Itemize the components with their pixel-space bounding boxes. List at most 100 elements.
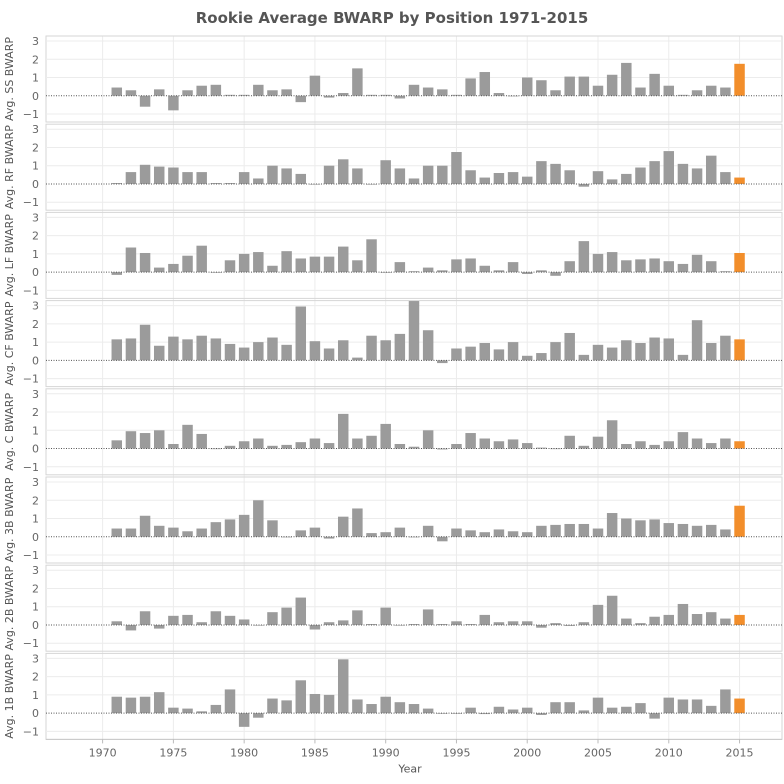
bar-3b-1984 [295, 530, 307, 537]
bar-cf-1972 [125, 338, 137, 361]
y-axis-label: Avg. C BWARP [3, 393, 16, 471]
bar-ss-1997 [479, 72, 491, 96]
y-tick-label: 1 [32, 601, 39, 614]
y-tick-label: 2 [32, 671, 39, 684]
bar-lf-2010 [663, 261, 675, 273]
bar-ss-2001 [536, 80, 547, 96]
bar-1b-1979 [224, 689, 236, 714]
bar-3b-1975 [168, 527, 179, 537]
bar-1b-1975 [168, 707, 179, 714]
x-tick-label: 1985 [301, 746, 329, 759]
bar-ss-1996 [465, 78, 476, 96]
bar-1b-1980 [238, 713, 250, 727]
bar-2b-2009 [649, 616, 660, 625]
bar-1b-1998 [493, 706, 505, 714]
bar-2b-1997 [479, 614, 491, 625]
bar-rf-1972 [125, 172, 137, 184]
y-axis-label: Avg. RF BWARP [3, 125, 16, 209]
bar-3b-2011 [677, 523, 689, 537]
bar-c-1990 [380, 423, 391, 449]
bar-ss-1981 [253, 84, 264, 96]
bar-cf-1973 [139, 324, 151, 361]
y-tick-label: −1 [23, 461, 39, 474]
bar-ss-2008 [635, 87, 646, 96]
panel-frame [45, 388, 783, 476]
y-tick-label: 2 [32, 230, 39, 243]
bar-ss-1991 [394, 95, 406, 99]
bar-cf-2012 [691, 320, 703, 361]
bar-3b-1982 [267, 520, 278, 537]
bar-lf-2001 [536, 270, 547, 273]
bar-cf-2001 [536, 353, 547, 361]
bar-c-2010 [663, 441, 675, 449]
bar-2b-2007 [621, 618, 632, 625]
bar-2b-2003 [564, 624, 575, 626]
bar-cf-1998 [493, 349, 505, 361]
bar-lf-1997 [479, 265, 491, 273]
bar-1b-1977 [196, 711, 207, 714]
panel-1b: −1 0 1 2 3 Avg. 1B BWARP [3, 652, 783, 740]
panel-3b: −1 0 1 2 3 Avg. 3B BWARP [3, 476, 783, 564]
bar-1b-2000 [521, 707, 533, 714]
bar-c-1975 [168, 443, 179, 449]
bar-rf-1990 [380, 160, 391, 184]
bar-ss-1974 [153, 89, 165, 96]
bar-c-1972 [125, 431, 137, 449]
bar-c-1994 [437, 448, 448, 450]
bar-1b-2011 [677, 699, 689, 714]
bar-2b-2002 [550, 623, 561, 625]
y-tick-label: 3 [32, 652, 39, 665]
bar-c-1985 [309, 438, 321, 449]
bar-lf-1978 [210, 272, 222, 273]
bar-cf-2006 [606, 347, 618, 361]
bar-cf-2011 [677, 354, 689, 361]
bar-3b-1987 [337, 516, 349, 537]
bar-3b-1977 [196, 528, 207, 537]
bar-3b-1980 [238, 514, 250, 537]
y-tick-label: −1 [23, 373, 39, 386]
bar-1b-2005 [592, 697, 604, 714]
bar-3b-2010 [663, 523, 675, 537]
bar-lf-1993 [422, 267, 434, 273]
bar-ss-2014 [720, 87, 731, 96]
bar-rf-2003 [564, 170, 575, 184]
bar-lf-1984 [295, 258, 307, 273]
bar-3b-1993 [422, 525, 434, 537]
bar-rf-2007 [621, 173, 632, 184]
bar-lf-1981 [253, 252, 264, 273]
bar-c-2008 [635, 441, 646, 449]
bar-2b-1985 [309, 624, 321, 630]
bar-1b-2012 [691, 699, 703, 714]
bar-2b-1975 [168, 615, 179, 625]
bar-rf-1986 [323, 165, 335, 184]
bar-3b-1972 [125, 528, 137, 537]
bar-1b-1997 [479, 713, 491, 715]
y-tick-label: 2 [32, 53, 39, 66]
bar-ss-1979 [224, 94, 236, 96]
x-tick-label: 2015 [726, 746, 754, 759]
bar-ss-1998 [493, 93, 505, 96]
bar-2b-2014 [720, 618, 731, 625]
bar-c-1973 [139, 433, 151, 449]
bar-3b-1981 [253, 500, 264, 537]
x-tick-label: 1990 [372, 746, 400, 759]
bar-lf-1985 [309, 256, 321, 273]
bar-lf-1991 [394, 262, 406, 273]
bar-rf-1994 [437, 165, 448, 184]
bar-3b-1999 [507, 531, 519, 537]
bar-1b-1985 [309, 693, 321, 714]
bar-rf-1987 [337, 159, 349, 184]
bar-cf-1990 [380, 340, 391, 361]
bar-c-1991 [394, 443, 406, 449]
bar-3b-2006 [606, 513, 618, 537]
bar-lf-1975 [168, 263, 179, 273]
bar-cf-2005 [592, 344, 604, 361]
bar-2b-2012 [691, 614, 703, 625]
bar-1b-1996 [465, 707, 476, 714]
bar-lf-1973 [139, 252, 151, 273]
bar-cf-1988 [352, 357, 363, 361]
bar-3b-2014 [720, 529, 731, 537]
bar-2b-2004 [578, 622, 590, 625]
bar-cf-1984 [295, 306, 307, 361]
